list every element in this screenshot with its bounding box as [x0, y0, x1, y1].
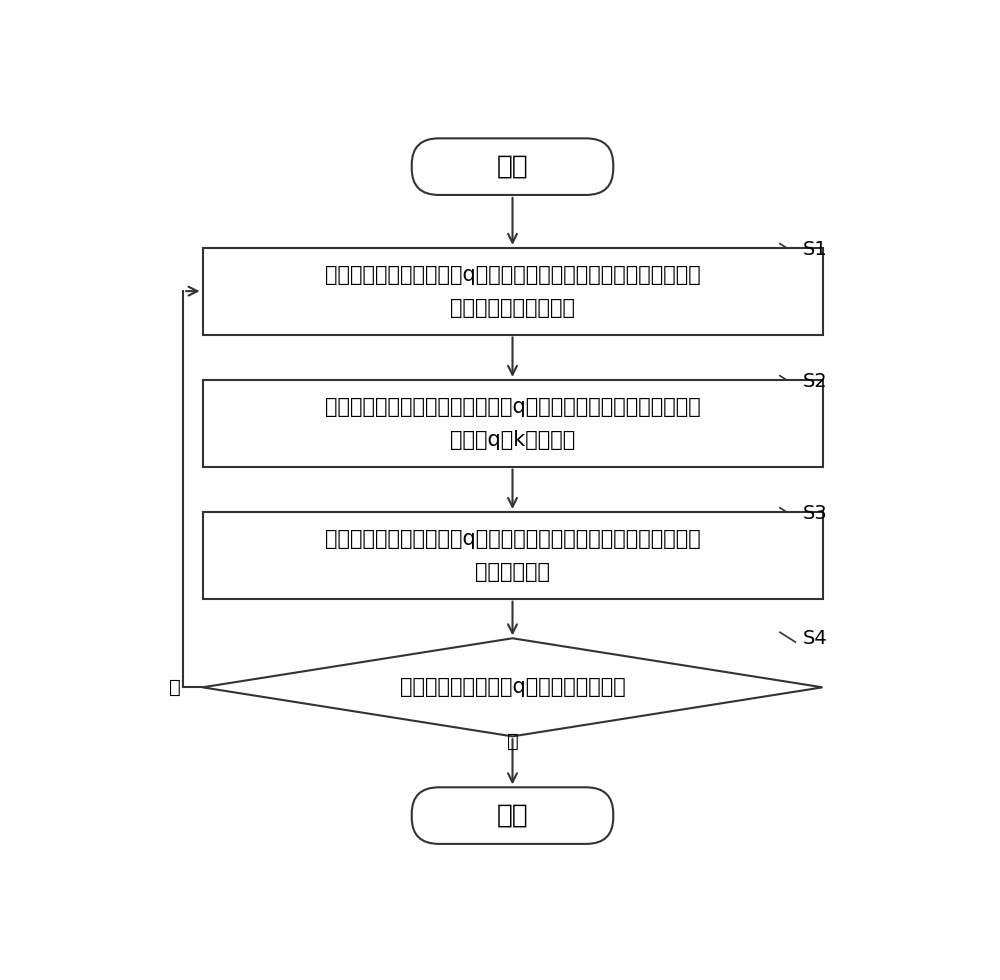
- Polygon shape: [202, 638, 822, 736]
- Bar: [202, 248, 822, 334]
- Text: 开始: 开始: [497, 154, 528, 179]
- Bar: [202, 512, 822, 599]
- Text: S3: S3: [803, 505, 828, 523]
- Text: 获取移动对象和查询对象q，建立包含交通规则的道路网络模型，并
得到道路网络拓扑结构: 获取移动对象和查询对象q，建立包含交通规则的道路网络模型，并 得到道路网络拓扑结…: [325, 265, 700, 318]
- Text: S1: S1: [803, 240, 828, 259]
- FancyBboxPatch shape: [412, 787, 613, 844]
- Text: 否: 否: [507, 732, 518, 751]
- Text: 是否还需对查询对象q的最近邻进行监视: 是否还需对查询对象q的最近邻进行监视: [400, 677, 625, 698]
- Text: S2: S2: [803, 372, 828, 391]
- Text: 根据移动对象和查询对象q的当前位置，以及道路网络拓扑结构更新
道路网络模型: 根据移动对象和查询对象q的当前位置，以及道路网络拓扑结构更新 道路网络模型: [325, 529, 700, 582]
- FancyBboxPatch shape: [412, 138, 613, 195]
- Text: 是: 是: [170, 678, 181, 697]
- Text: S4: S4: [803, 629, 828, 648]
- Bar: [202, 380, 822, 466]
- Text: 根据道路网络模型，建立查询对象q的扩展树并将其初始化，得到查
询对象q的k近邻集合: 根据道路网络模型，建立查询对象q的扩展树并将其初始化，得到查 询对象q的k近邻集…: [325, 397, 700, 450]
- Text: 结束: 结束: [497, 803, 528, 829]
